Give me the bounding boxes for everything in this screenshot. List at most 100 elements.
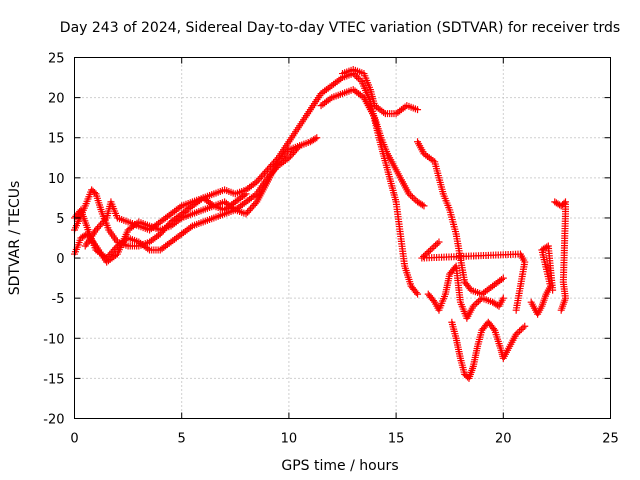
data-point	[521, 322, 529, 330]
data-point	[516, 327, 524, 335]
data-point	[549, 286, 557, 294]
data-point	[473, 299, 481, 307]
data-point	[414, 106, 422, 114]
data-point	[405, 190, 413, 198]
data-point	[414, 290, 422, 298]
data-point	[291, 147, 299, 155]
x-tick-label: 25	[602, 432, 619, 447]
series-track-11	[551, 198, 569, 314]
series-track-7	[414, 138, 507, 298]
data-point	[408, 193, 416, 201]
data-point	[242, 210, 250, 218]
data-point	[512, 306, 520, 314]
y-axis-label: SDTVAR / TECUs	[7, 181, 23, 296]
plot-frame	[74, 57, 611, 419]
data-point	[428, 244, 436, 252]
x-tick-label: 10	[281, 432, 298, 447]
data-point	[476, 296, 484, 304]
data-point	[519, 324, 527, 332]
data-point	[97, 221, 105, 229]
data-point	[256, 174, 264, 182]
y-tick-label: 20	[48, 92, 65, 107]
data-point	[294, 143, 302, 151]
data-point	[92, 226, 100, 234]
data-point	[514, 329, 522, 337]
series-track-4	[81, 190, 250, 250]
data-point	[429, 297, 437, 305]
data-point	[293, 145, 301, 153]
y-tick-label: 25	[48, 52, 65, 67]
data-point	[286, 152, 294, 160]
data-point	[247, 205, 255, 213]
data-point	[432, 241, 440, 249]
data-point	[265, 172, 273, 180]
data-point	[262, 168, 270, 176]
data-point	[412, 289, 420, 297]
data-point	[82, 231, 90, 239]
data-point	[353, 73, 361, 81]
x-tick-label: 15	[388, 432, 405, 447]
data-point	[280, 151, 288, 159]
data-point	[354, 74, 362, 82]
data-point	[263, 174, 271, 182]
y-tick-label: -15	[43, 372, 64, 387]
data-point	[420, 252, 428, 260]
data-point	[289, 149, 297, 157]
data-point	[109, 247, 117, 255]
data-marks	[71, 66, 569, 382]
data-point	[244, 208, 252, 216]
data-point	[104, 252, 112, 260]
y-tick-label: 15	[48, 132, 65, 147]
data-point	[100, 217, 108, 225]
x-tick-label: 0	[70, 432, 78, 447]
data-point	[425, 248, 433, 256]
data-point	[268, 169, 276, 177]
data-point	[242, 190, 250, 198]
data-point	[489, 325, 497, 333]
data-point	[499, 294, 507, 302]
data-point	[288, 150, 296, 158]
y-tick-label: 10	[48, 172, 65, 187]
data-point	[410, 195, 418, 203]
data-point	[101, 216, 109, 224]
data-point	[311, 135, 319, 143]
data-point	[296, 142, 304, 150]
data-point	[259, 171, 267, 179]
data-point	[110, 245, 118, 253]
y-tick-label: 0	[56, 252, 64, 267]
series-track-6	[339, 66, 422, 118]
x-tick-label: 5	[178, 432, 186, 447]
data-point	[95, 223, 103, 231]
chart-title: Day 243 of 2024, Sidereal Day-to-day VTE…	[60, 20, 620, 36]
series-track-8	[424, 262, 507, 322]
data-point	[273, 164, 281, 172]
data-point	[265, 164, 273, 172]
data-point	[285, 154, 293, 162]
series-track-10	[527, 242, 557, 318]
data-point	[91, 189, 99, 197]
data-point	[250, 201, 258, 209]
series-track-5	[317, 86, 428, 210]
data-point	[270, 167, 278, 175]
data-point	[263, 166, 271, 174]
series-track-12	[418, 238, 529, 314]
data-point	[499, 274, 507, 282]
data-point	[420, 202, 428, 210]
data-point	[517, 325, 525, 333]
data-point	[421, 251, 429, 259]
data-point	[356, 76, 364, 84]
data-point	[253, 178, 261, 186]
data-point	[474, 297, 482, 305]
y-tick-label: -10	[43, 332, 64, 347]
data-point	[426, 246, 434, 254]
data-point	[267, 170, 275, 178]
y-tick-label: 5	[56, 212, 64, 227]
data-point	[435, 238, 443, 246]
data-point	[248, 203, 256, 211]
data-point	[433, 240, 441, 248]
data-point	[254, 176, 262, 184]
y-tick-label: -20	[43, 413, 64, 428]
data-point	[469, 302, 477, 310]
data-point	[103, 254, 111, 262]
